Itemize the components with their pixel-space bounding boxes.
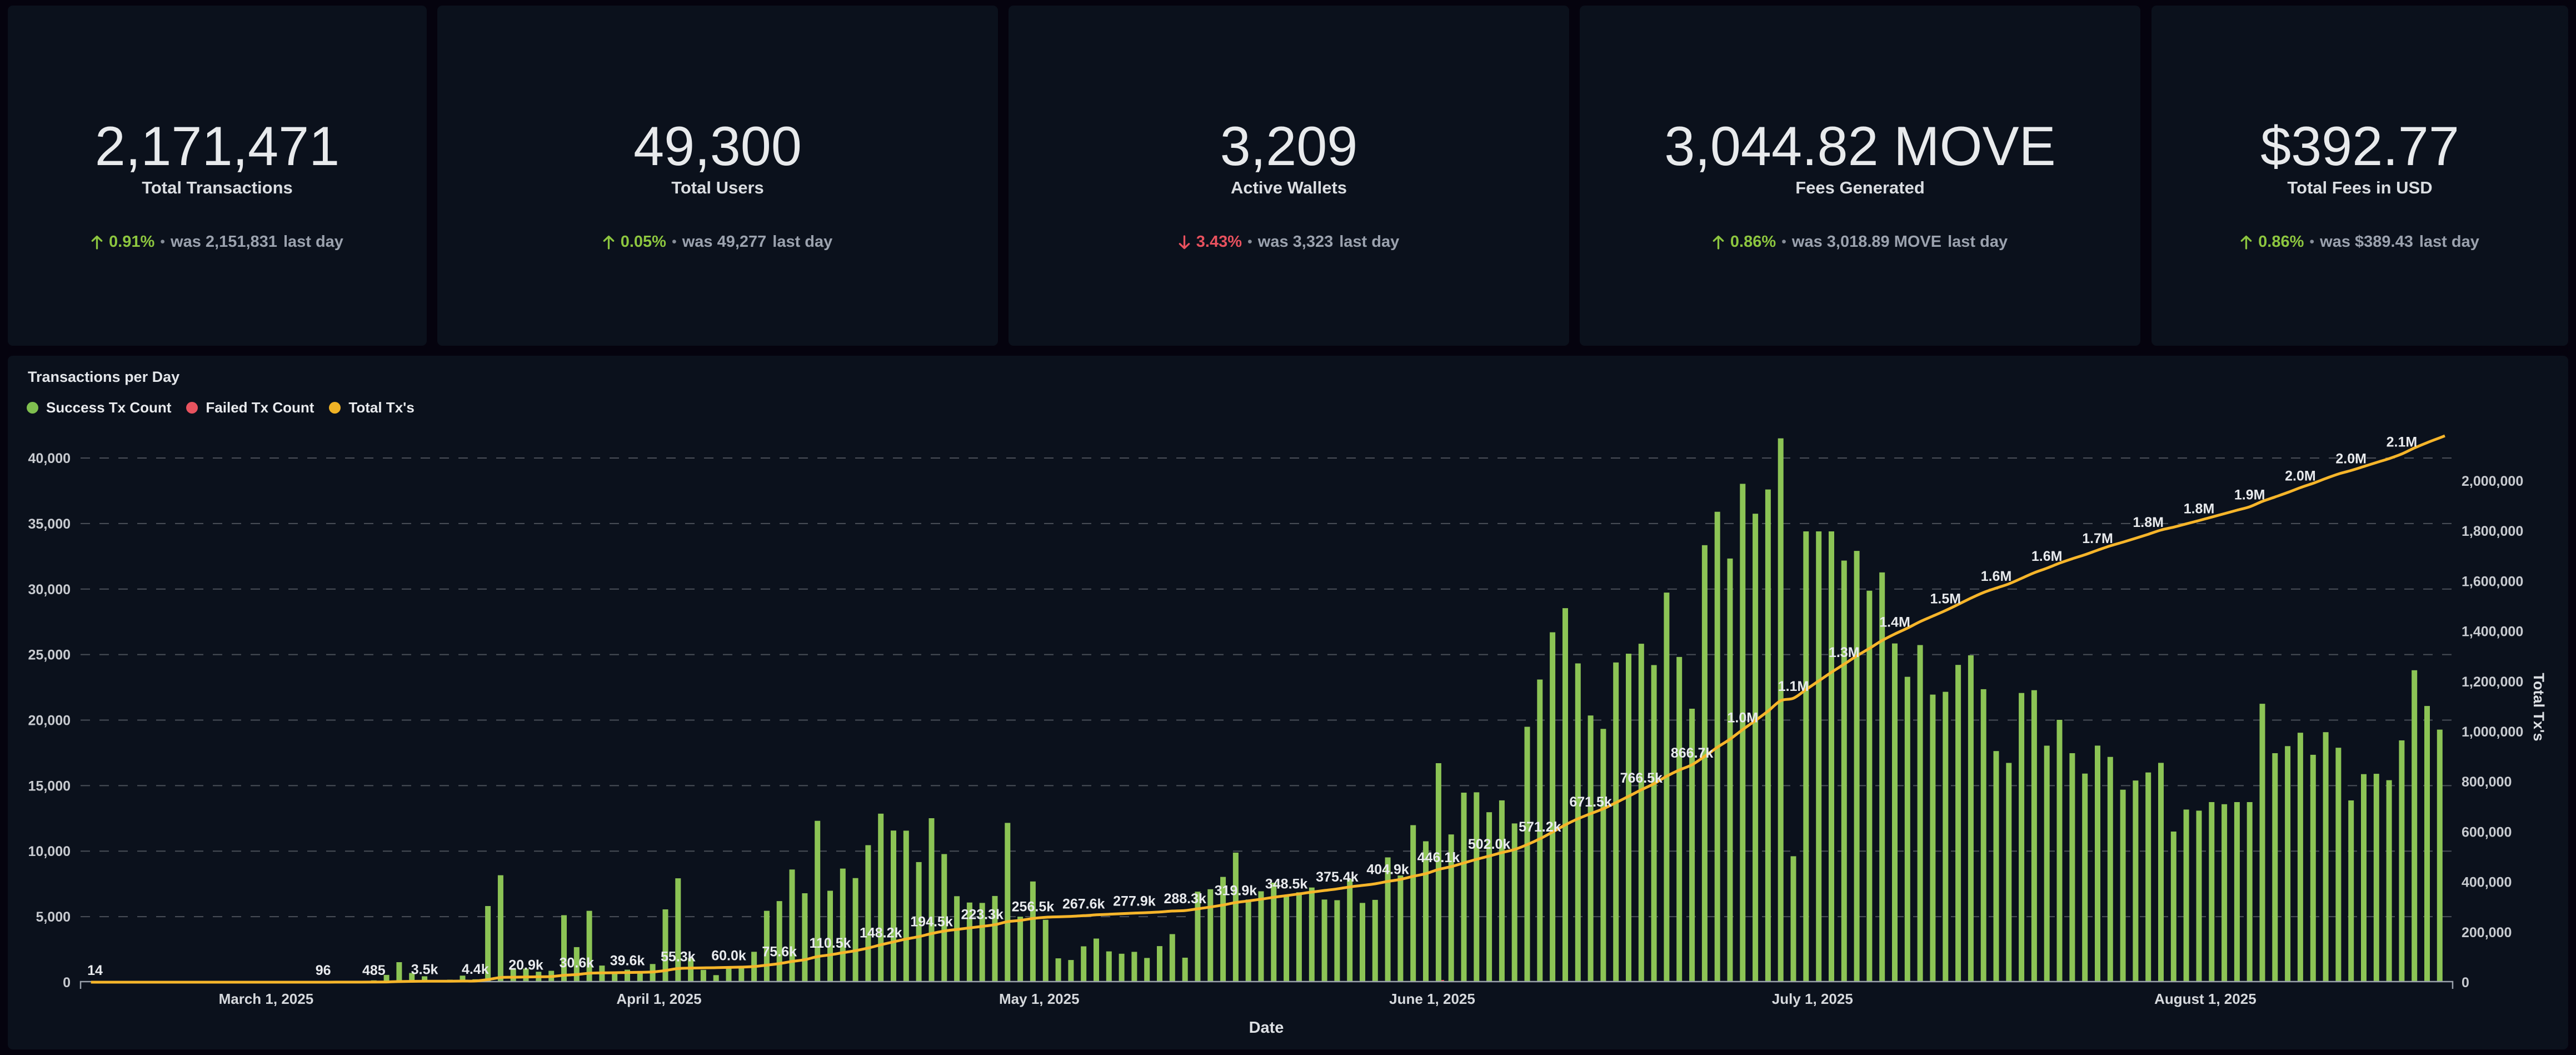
svg-text:1,000,000: 1,000,000	[2462, 724, 2523, 740]
svg-text:267.6k: 267.6k	[1062, 896, 1105, 912]
svg-text:March 1, 2025: March 1, 2025	[219, 991, 314, 1007]
svg-text:600,000: 600,000	[2462, 824, 2512, 840]
svg-text:400,000: 400,000	[2462, 875, 2512, 890]
svg-text:1,400,000: 1,400,000	[2462, 624, 2523, 640]
svg-text:2.0M: 2.0M	[2335, 451, 2367, 466]
svg-text:348.5k: 348.5k	[1265, 876, 1308, 892]
svg-text:55.3k: 55.3k	[661, 949, 696, 964]
svg-text:Total Tx's: Total Tx's	[2530, 673, 2547, 742]
svg-text:May 1, 2025: May 1, 2025	[999, 991, 1080, 1007]
svg-text:35,000: 35,000	[28, 516, 71, 532]
svg-text:110.5k: 110.5k	[809, 935, 851, 951]
svg-text:256.5k: 256.5k	[1012, 899, 1055, 914]
svg-text:June 1, 2025: June 1, 2025	[1389, 991, 1475, 1007]
svg-text:1.7M: 1.7M	[2082, 531, 2113, 546]
svg-text:200,000: 200,000	[2462, 925, 2512, 940]
svg-text:404.9k: 404.9k	[1366, 862, 1409, 878]
svg-text:671.5k: 671.5k	[1569, 794, 1612, 810]
svg-text:375.4k: 375.4k	[1316, 869, 1359, 885]
svg-text:20.9k: 20.9k	[508, 958, 543, 973]
svg-text:1.8M: 1.8M	[2184, 501, 2215, 517]
svg-text:2,000,000: 2,000,000	[2462, 474, 2523, 489]
svg-text:4.4k: 4.4k	[462, 962, 489, 977]
svg-text:446.1k: 446.1k	[1417, 850, 1460, 865]
svg-text:Date: Date	[1249, 1019, 1284, 1037]
svg-text:August 1, 2025: August 1, 2025	[2154, 991, 2257, 1007]
svg-text:75.6k: 75.6k	[762, 944, 797, 960]
svg-text:485: 485	[362, 963, 386, 978]
svg-text:10,000: 10,000	[28, 844, 71, 859]
svg-text:39.6k: 39.6k	[610, 953, 645, 969]
svg-text:1.8M: 1.8M	[2133, 515, 2164, 530]
svg-text:1.3M: 1.3M	[1829, 645, 1860, 660]
svg-text:60.0k: 60.0k	[711, 948, 746, 963]
svg-text:1.9M: 1.9M	[2234, 487, 2265, 503]
svg-text:148.2k: 148.2k	[860, 925, 902, 941]
svg-text:866.7k: 866.7k	[1671, 745, 1714, 761]
svg-text:30.6k: 30.6k	[560, 955, 595, 971]
svg-text:14: 14	[87, 963, 103, 978]
svg-text:571.2k: 571.2k	[1519, 819, 1561, 835]
svg-text:277.9k: 277.9k	[1113, 894, 1156, 909]
svg-text:1,800,000: 1,800,000	[2462, 524, 2523, 539]
svg-text:20,000: 20,000	[28, 713, 71, 729]
svg-text:30,000: 30,000	[28, 582, 71, 598]
svg-text:223.3k: 223.3k	[961, 907, 1004, 923]
svg-text:1.0M: 1.0M	[1728, 710, 1759, 726]
svg-text:0: 0	[63, 975, 71, 991]
svg-text:96: 96	[316, 963, 331, 978]
svg-text:766.5k: 766.5k	[1620, 770, 1663, 786]
svg-text:3.5k: 3.5k	[411, 962, 438, 977]
svg-text:1,200,000: 1,200,000	[2462, 674, 2523, 690]
svg-text:25,000: 25,000	[28, 648, 71, 663]
svg-text:2.1M: 2.1M	[2387, 435, 2418, 450]
svg-text:288.3k: 288.3k	[1164, 891, 1206, 907]
svg-text:15,000: 15,000	[28, 778, 71, 794]
svg-text:194.5k: 194.5k	[910, 914, 953, 930]
svg-text:0: 0	[2462, 975, 2469, 991]
svg-text:April 1, 2025: April 1, 2025	[616, 991, 701, 1007]
svg-text:1.5M: 1.5M	[1930, 591, 1961, 606]
svg-text:1.6M: 1.6M	[2031, 549, 2063, 564]
svg-text:1.4M: 1.4M	[1879, 615, 1910, 630]
svg-text:800,000: 800,000	[2462, 774, 2512, 790]
svg-text:1.1M: 1.1M	[1778, 679, 1809, 694]
svg-text:502.0k: 502.0k	[1468, 837, 1511, 852]
svg-text:2.0M: 2.0M	[2285, 468, 2316, 484]
svg-text:40,000: 40,000	[28, 451, 71, 466]
svg-text:5,000: 5,000	[36, 909, 71, 925]
svg-text:319.9k: 319.9k	[1215, 883, 1257, 899]
svg-text:1,600,000: 1,600,000	[2462, 574, 2523, 589]
svg-text:1.6M: 1.6M	[1981, 569, 2012, 584]
svg-text:July 1, 2025: July 1, 2025	[1772, 991, 1853, 1007]
